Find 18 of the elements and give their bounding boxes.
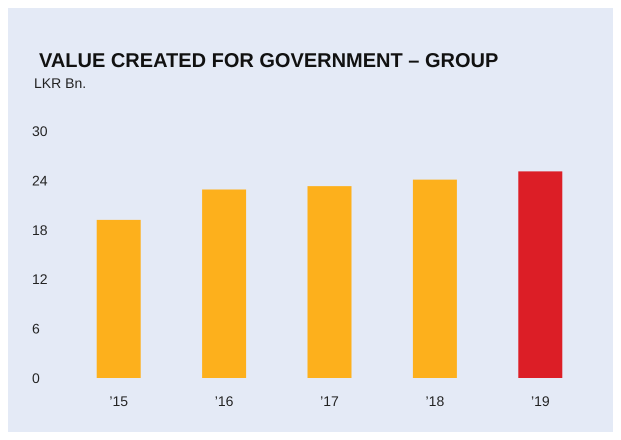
- x-tick-label: ’19: [530, 393, 550, 409]
- y-axis-title: LKR Bn.: [34, 75, 86, 91]
- bar: [308, 186, 352, 378]
- x-tick-label: ’16: [214, 393, 234, 409]
- y-tick-label: 6: [32, 320, 40, 337]
- chart-title: VALUE CREATED FOR GOVERNMENT – GROUP: [39, 50, 498, 72]
- y-tick-label: 30: [32, 123, 48, 139]
- x-tick-label: ’17: [320, 393, 340, 409]
- y-tick-label: 24: [32, 172, 48, 188]
- y-tick-label: 12: [32, 271, 48, 288]
- y-tick-label: 18: [32, 222, 48, 238]
- x-tick-label: ’18: [426, 393, 444, 409]
- bar: [202, 189, 246, 378]
- bar: [518, 171, 562, 378]
- bar: [96, 220, 141, 378]
- y-tick-label: 0: [32, 370, 40, 386]
- bar: [412, 180, 457, 378]
- x-tick-label: ’15: [109, 393, 128, 409]
